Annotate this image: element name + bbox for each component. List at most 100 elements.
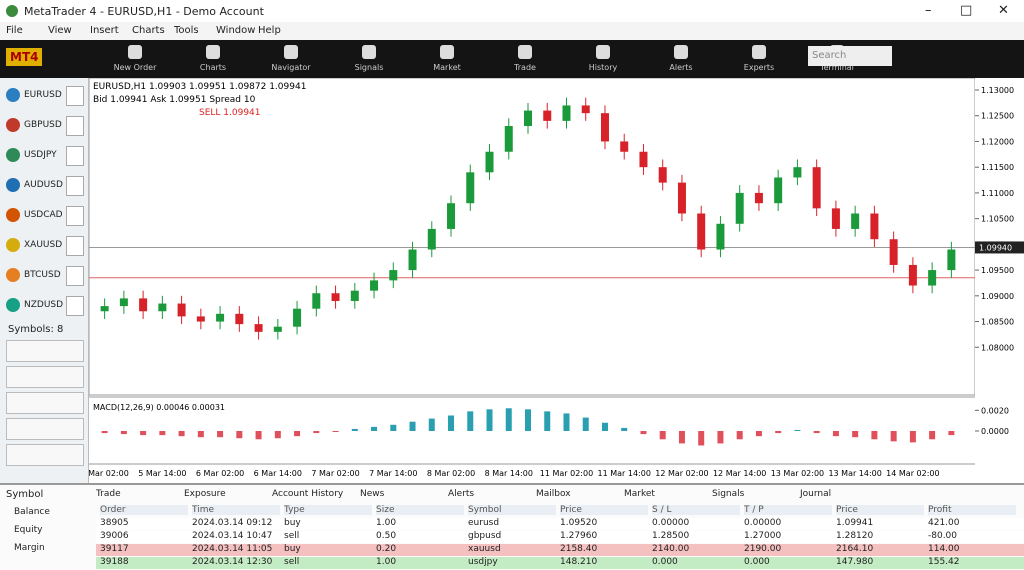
candle-body — [119, 298, 128, 307]
symbol-chart-button[interactable] — [66, 176, 84, 196]
terminal-tab[interactable]: Market — [624, 489, 655, 499]
toolbar-icon[interactable] — [362, 45, 376, 59]
symbol-name[interactable]: AUDUSD — [24, 180, 63, 190]
x-tick-label: 5 Mar 14:00 — [138, 469, 186, 478]
account-label: Margin — [14, 543, 45, 553]
symbol-name[interactable]: USDCAD — [24, 210, 63, 220]
toolbar-icon[interactable] — [518, 45, 532, 59]
y-tick-label: 0.0020 — [981, 406, 1009, 415]
terminal-tab[interactable]: Trade — [96, 489, 121, 499]
terminal-tab[interactable]: Account History — [272, 489, 344, 499]
terminal-tab[interactable]: Signals — [712, 489, 745, 499]
candle-body — [408, 249, 417, 271]
toolbar-label: Signals — [354, 63, 384, 72]
toolbar-label: Charts — [199, 63, 227, 72]
column-header: T / P — [744, 505, 832, 515]
chart-subheader: Bid 1.09941 Ask 1.09951 Spread 10 — [93, 95, 256, 105]
candle-body — [389, 270, 398, 281]
chart-area: EURUSD,H1 1.09903 1.09951 1.09872 1.0994… — [89, 78, 1024, 483]
menu-item[interactable]: Help — [258, 25, 281, 36]
candle-body — [812, 167, 821, 209]
table-cell: 1.28500 — [652, 531, 690, 541]
menu-item[interactable]: Insert — [90, 25, 119, 36]
column-header: Size — [376, 505, 464, 515]
column-header: Time — [192, 505, 280, 515]
symbol-icon — [6, 208, 20, 222]
toolbar-icon[interactable] — [596, 45, 610, 59]
symbol-chart-button[interactable] — [66, 296, 84, 316]
symbol-name[interactable]: GBPUSD — [24, 120, 62, 130]
oscillator-bar — [159, 431, 166, 436]
chart-header: EURUSD,H1 1.09903 1.09951 1.09872 1.0994… — [93, 82, 306, 92]
symbol-chart-button[interactable] — [66, 146, 84, 166]
terminal-tab[interactable]: Mailbox — [536, 489, 571, 499]
table-cell: 2024.03.14 10:47 — [192, 531, 273, 541]
menu-item[interactable]: Window — [216, 25, 256, 36]
toolbar-icon[interactable] — [128, 45, 142, 59]
oscillator-bar — [601, 422, 608, 431]
menu-item[interactable]: Tools — [174, 25, 199, 36]
table-cell: 0.000 — [652, 557, 678, 567]
terminal-tab[interactable]: News — [360, 489, 385, 499]
oscillator-bar — [313, 431, 320, 434]
candle-body — [196, 316, 205, 322]
search-box[interactable]: Search — [808, 46, 892, 66]
menu-item[interactable]: File — [6, 25, 23, 36]
toolbar-icon[interactable] — [206, 45, 220, 59]
terminal-tab[interactable]: Journal — [800, 489, 832, 499]
terminal-tab[interactable]: Alerts — [448, 489, 475, 499]
symbol-name[interactable]: EURUSD — [24, 90, 62, 100]
symbol-icon — [6, 298, 20, 312]
oscillator-bar — [351, 428, 358, 431]
toolbar-icon[interactable] — [674, 45, 688, 59]
candle-body — [928, 270, 937, 286]
oscillator-bar — [505, 408, 512, 431]
column-header: Order — [100, 505, 188, 515]
symbol-icon — [6, 178, 20, 192]
terminal-left-tab[interactable]: Symbol — [6, 489, 44, 500]
candle-body — [312, 293, 321, 309]
symbol-name[interactable]: XAUUSD — [24, 240, 63, 250]
table-cell: 0.00000 — [652, 518, 690, 528]
symbol-name[interactable]: BTCUSD — [24, 270, 61, 280]
symbol-chart-button[interactable] — [66, 206, 84, 226]
table-cell: 1.27960 — [560, 531, 598, 541]
order-badge: SELL 1.09941 — [199, 108, 261, 118]
symbol-chart-button[interactable] — [66, 116, 84, 136]
oscillator-bar — [929, 431, 936, 440]
x-tick-label: 5 Mar 02:00 — [89, 469, 129, 478]
column-header: Symbol — [468, 505, 556, 515]
symbol-chart-button[interactable] — [66, 266, 84, 286]
table-cell: 1.00 — [376, 557, 397, 567]
table-row — [96, 557, 1024, 569]
symbol-name[interactable]: NZDUSD — [24, 300, 64, 310]
logo: MT4 — [6, 48, 43, 66]
candle-body — [447, 203, 456, 229]
symbol-chart-button[interactable] — [66, 236, 84, 256]
toolbar-icon[interactable] — [752, 45, 766, 59]
column-header: Type — [284, 505, 372, 515]
toolbar-icon[interactable] — [440, 45, 454, 59]
menu-item[interactable]: View — [48, 25, 72, 36]
x-tick-label: 6 Mar 02:00 — [196, 469, 244, 478]
terminal-tab[interactable]: Exposure — [184, 489, 226, 499]
y-tick-label: 1.08500 — [981, 318, 1014, 327]
table-cell: 39006 — [100, 531, 129, 541]
toolbar-icon[interactable] — [284, 45, 298, 59]
candle-body — [658, 167, 667, 183]
table-cell: 155.42 — [928, 557, 960, 567]
symbol-name[interactable]: USDJPY — [24, 150, 57, 160]
minimize-button[interactable]: – — [925, 3, 932, 18]
oscillator-bar — [736, 431, 743, 440]
close-button[interactable]: ✕ — [998, 3, 1009, 18]
terminal-panel: Symbol Trade Exposure Account History News Al… — [0, 483, 1024, 570]
oscillator-bar — [409, 421, 416, 431]
symbol-chart-button[interactable] — [66, 86, 84, 106]
candle-body — [543, 110, 552, 121]
oscillator-bar — [582, 417, 589, 431]
maximize-button[interactable]: □ — [960, 3, 973, 18]
oscillator-bar — [428, 418, 435, 431]
menu-item[interactable]: Charts — [132, 25, 165, 36]
account-label: Equity — [14, 525, 43, 535]
candle-body — [350, 290, 359, 301]
